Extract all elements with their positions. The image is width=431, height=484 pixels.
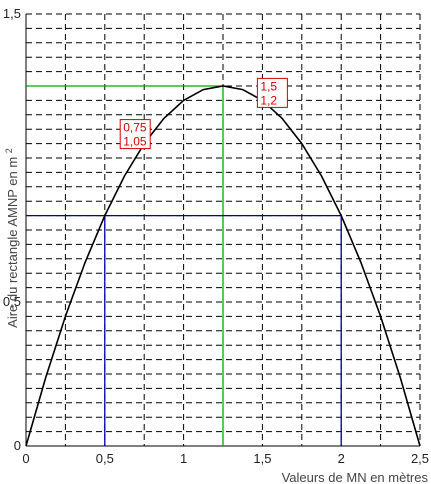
- y-axis-label-sup: 2: [4, 148, 14, 153]
- x-tick-label: 2: [338, 451, 345, 466]
- x-axis-label: Valeurs de MN en mètres: [282, 470, 429, 484]
- y-tick-label: 0,5: [3, 294, 21, 309]
- annotation-text: 1,05: [123, 135, 147, 149]
- series-curve: [25, 85, 421, 447]
- x-tick-label: 0: [22, 451, 29, 466]
- y-axis-label: Aire du rectangle AMNP en m 2: [4, 148, 20, 328]
- x-tick-label: 1,5: [253, 451, 271, 466]
- x-tick-label: 2,5: [411, 451, 429, 466]
- tick-labels: 0 0,5 1 1,5 2 2,5 0 0,5 1,5: [3, 6, 429, 466]
- annotation-text: 1,5: [260, 79, 277, 93]
- x-tick-label: 1: [180, 451, 187, 466]
- reference-lines: [26, 85, 342, 446]
- annotation-box: [256, 77, 288, 108]
- y-axis-label-main: Aire du rectangle AMNP en m: [5, 157, 20, 328]
- annotation-text: 1,2: [260, 93, 277, 107]
- annotations: 0,751,05 1,51,2: [119, 77, 288, 150]
- x-tick-label: 0,5: [96, 451, 114, 466]
- annotation-box: [119, 119, 151, 150]
- y-tick-label: 1,5: [3, 6, 21, 21]
- y-tick-label: 0: [14, 438, 21, 453]
- annotation-text: 0,75: [123, 121, 147, 135]
